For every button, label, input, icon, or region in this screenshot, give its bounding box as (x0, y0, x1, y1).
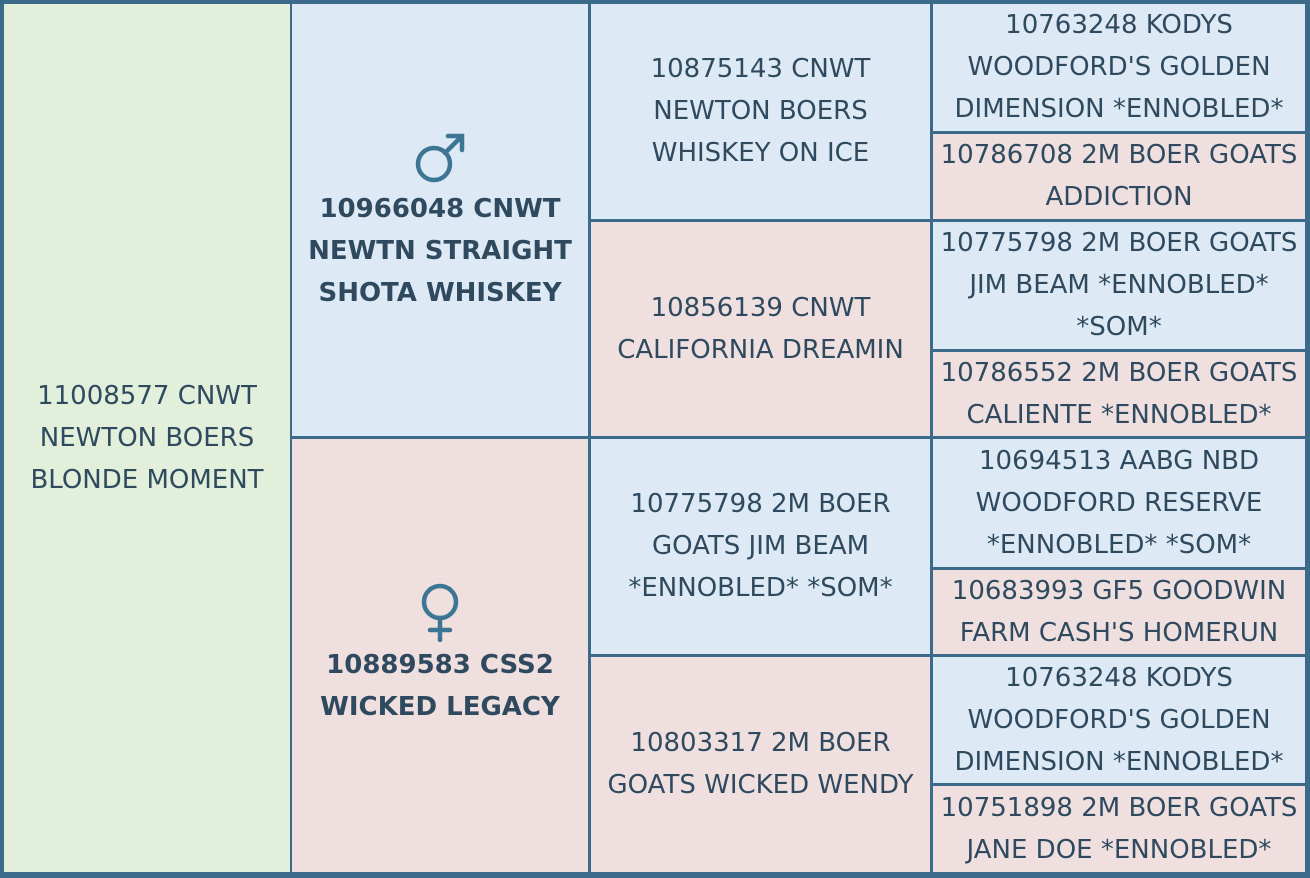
animal-name: 10683993 GF5 GOODWIN FARM CASH'S HOMERUN (951, 575, 1287, 648)
animal-name: 10775798 2M BOER GOATS JIM BEAM *ENNOBLE… (940, 228, 1298, 342)
animal-name: 10856139 CNWT CALIFORNIA DREAMIN (617, 292, 904, 365)
animal-name: 10803317 2M BOER GOATS WICKED WENDY (607, 728, 914, 801)
pedigree-cell: 10763248 KODYS WOODFORD'S GOLDEN DIMENSI… (933, 4, 1305, 131)
pedigree-cell: 10966048 CNWT NEWTN STRAIGHT SHOTA WHISK… (292, 4, 588, 436)
pedigree-cell: 10856139 CNWT CALIFORNIA DREAMIN (591, 221, 930, 436)
animal-name: 10763248 KODYS WOODFORD'S GOLDEN DIMENSI… (954, 662, 1284, 777)
animal-name: 10889583 CSS2 WICKED LEGACY (320, 650, 560, 723)
female-icon (421, 584, 459, 643)
pedigree-cell: 10889583 CSS2 WICKED LEGACY (292, 438, 588, 872)
male-icon (415, 133, 465, 182)
pedigree-cell: 10875143 CNWT NEWTON BOERS WHISKEY ON IC… (591, 4, 930, 219)
animal-name: 10694513 AABG NBD WOODFORD RESERVE *ENNO… (975, 445, 1263, 560)
animal-name: 10875143 CNWT NEWTON BOERS WHISKEY ON IC… (650, 54, 871, 169)
pedigree-cell: 10683993 GF5 GOODWIN FARM CASH'S HOMERUN (933, 569, 1305, 654)
animal-name: 11008577 CNWT NEWTON BOERS BLONDE MOMENT (30, 381, 264, 495)
pedigree-cell: 10786552 2M BOER GOATS CALIENTE *ENNOBLE… (933, 351, 1305, 436)
animal-name: 10966048 CNWT NEWTN STRAIGHT SHOTA WHISK… (308, 193, 572, 308)
pedigree-cell: 10775798 2M BOER GOATS JIM BEAM *ENNOBLE… (933, 221, 1305, 349)
animal-name: 10786708 2M BOER GOATS ADDICTION (940, 140, 1298, 212)
pedigree-cell: 10694513 AABG NBD WOODFORD RESERVE *ENNO… (933, 438, 1305, 567)
pedigree-cell: 10751898 2M BOER GOATS JANE DOE *ENNOBLE… (933, 785, 1305, 872)
animal-name: 10763248 KODYS WOODFORD'S GOLDEN DIMENSI… (954, 10, 1284, 125)
animal-name: 10775798 2M BOER GOATS JIM BEAM *ENNOBLE… (628, 489, 893, 603)
pedigree-cell: 11008577 CNWT NEWTON BOERS BLONDE MOMENT (4, 4, 290, 872)
animal-name: 10751898 2M BOER GOATS JANE DOE *ENNOBLE… (940, 792, 1298, 865)
pedigree-cell: 10763248 KODYS WOODFORD'S GOLDEN DIMENSI… (933, 656, 1305, 783)
pedigree-cell: 10786708 2M BOER GOATS ADDICTION (933, 133, 1305, 219)
pedigree-cell: 10775798 2M BOER GOATS JIM BEAM *ENNOBLE… (591, 438, 930, 654)
animal-name: 10786552 2M BOER GOATS CALIENTE *ENNOBLE… (940, 357, 1298, 430)
pedigree-cell: 10803317 2M BOER GOATS WICKED WENDY (591, 656, 930, 872)
